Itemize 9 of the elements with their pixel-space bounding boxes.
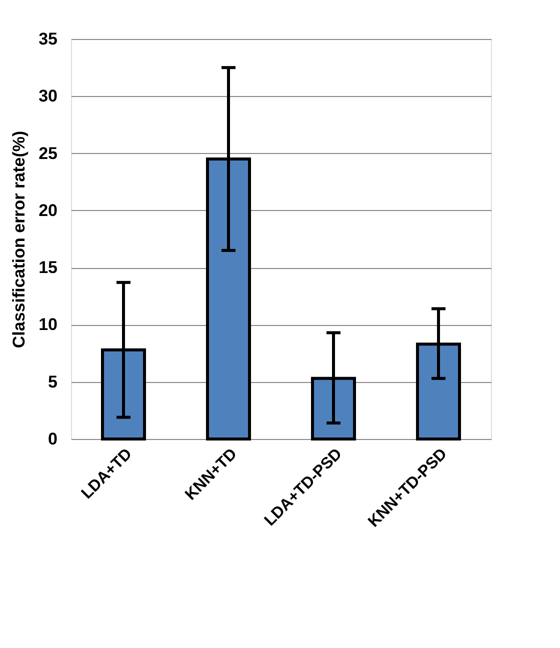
y-tick-label: 30 [38, 86, 58, 106]
y-tick-label: 20 [38, 200, 58, 220]
y-tick-label: 0 [48, 430, 58, 448]
y-tick-label: 15 [38, 258, 58, 278]
y-tick-label: 10 [38, 315, 58, 334]
y-tick-label: 25 [38, 144, 58, 163]
y-tick-label: 5 [48, 372, 58, 392]
y-tick-label: 35 [38, 30, 58, 48]
y-axis-title: Classification error rate(%) [10, 130, 29, 348]
